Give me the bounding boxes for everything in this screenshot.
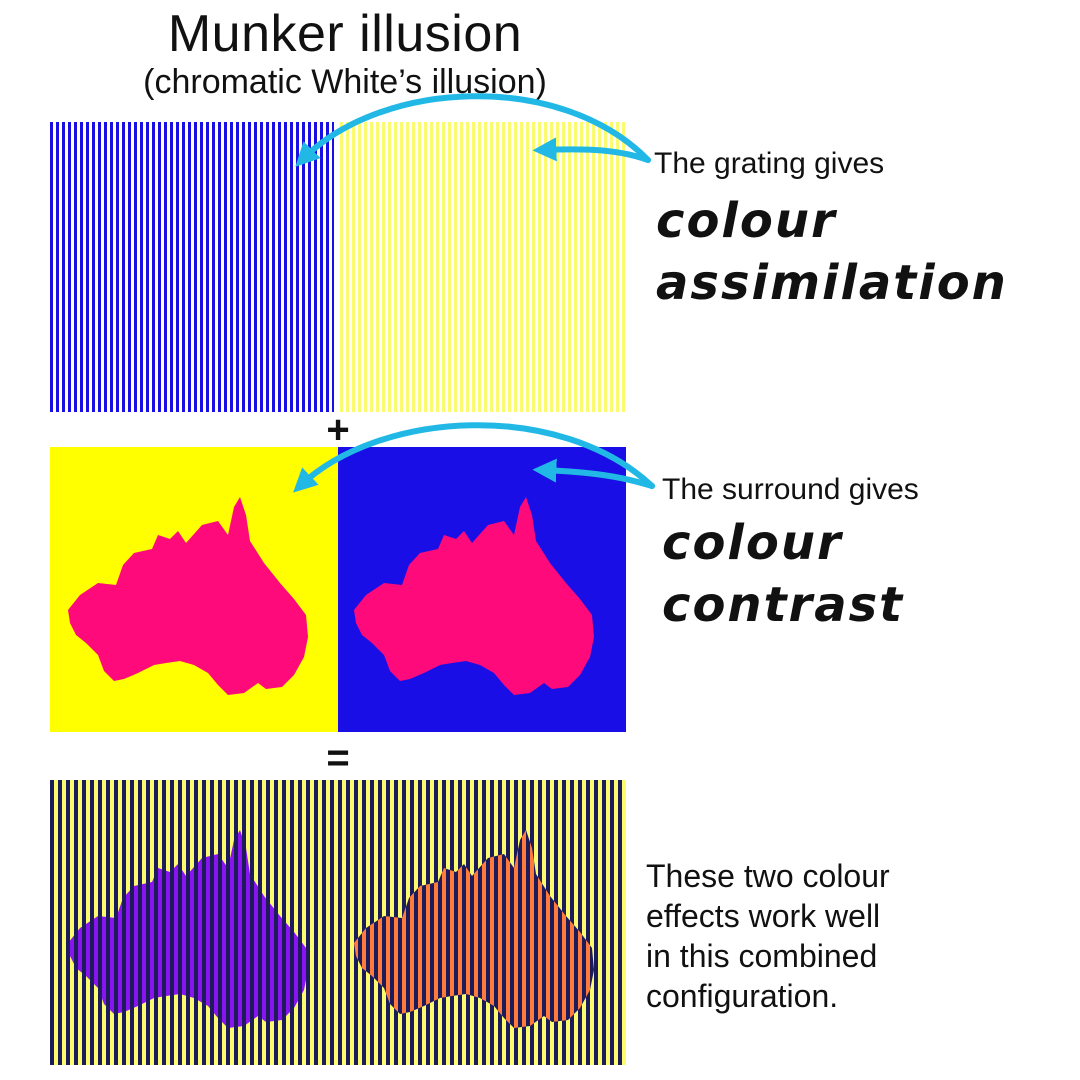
grating-caption-term: colour <box>656 193 837 249</box>
combined-panel <box>50 780 626 1065</box>
combined-caption-line: in this combined <box>646 938 878 974</box>
equals-sign: = <box>326 736 350 780</box>
surround-panel <box>50 447 626 732</box>
surround-caption-lead: The surround gives <box>662 473 919 506</box>
combined-caption-line: effects work well <box>646 898 881 934</box>
combined-caption-line: These two colour <box>646 858 890 894</box>
grating-caption-lead: The grating gives <box>654 147 885 180</box>
surround-caption-term: contrast <box>662 577 905 633</box>
combined-caption: These two colour effects work well in th… <box>646 856 1066 1016</box>
plus-sign: + <box>326 408 350 452</box>
blue-grating <box>50 122 334 412</box>
combined-caption-line: configuration. <box>646 978 839 1014</box>
surround-caption-term: colour <box>662 515 843 571</box>
subtitle: (chromatic White’s illusion) <box>143 63 547 101</box>
grating-caption-term: assimilation <box>656 255 1008 311</box>
yellow-grating <box>340 122 626 412</box>
grating-panel <box>50 122 626 412</box>
title: Munker illusion <box>167 5 523 63</box>
